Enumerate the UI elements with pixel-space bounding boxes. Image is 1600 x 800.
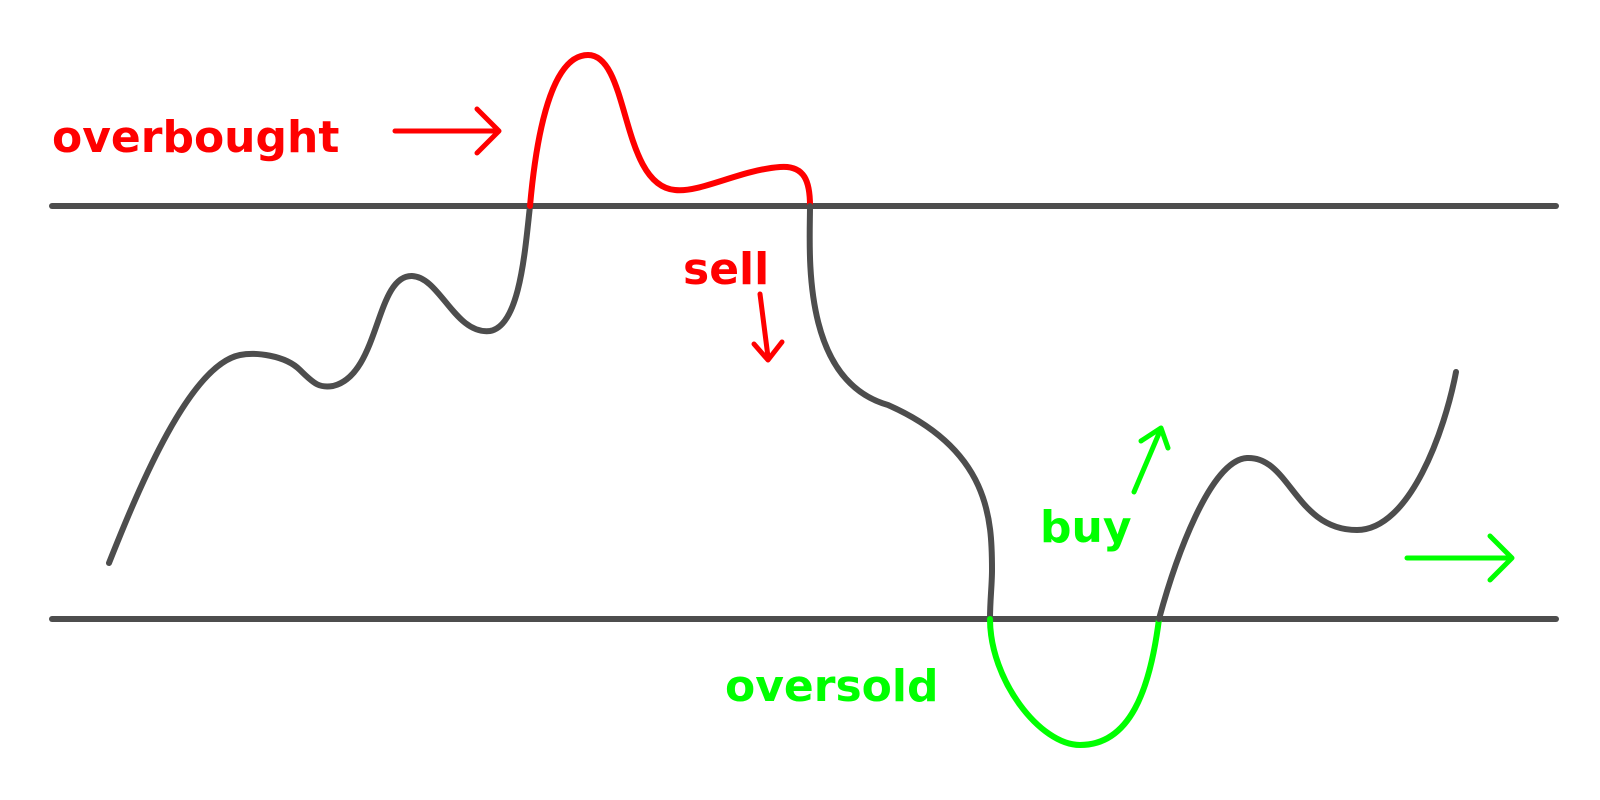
arrow-down-icon [751, 291, 785, 363]
overbought-label: overbought [52, 112, 339, 163]
oscillator-line-overbought [527, 52, 813, 209]
oscillator-line-start [106, 203, 533, 566]
arrow-up-icon [1131, 425, 1171, 495]
sell-label: sell [683, 244, 769, 295]
oscillator-line-end [1156, 369, 1459, 622]
oscillator-line-oversold [987, 616, 1162, 748]
oscillator-line-middle [806, 203, 995, 622]
arrow-right-icon [392, 106, 502, 156]
buy-label: buy [1040, 502, 1132, 553]
arrow-right-icon [1404, 533, 1515, 583]
oversold-label: oversold [725, 661, 938, 712]
